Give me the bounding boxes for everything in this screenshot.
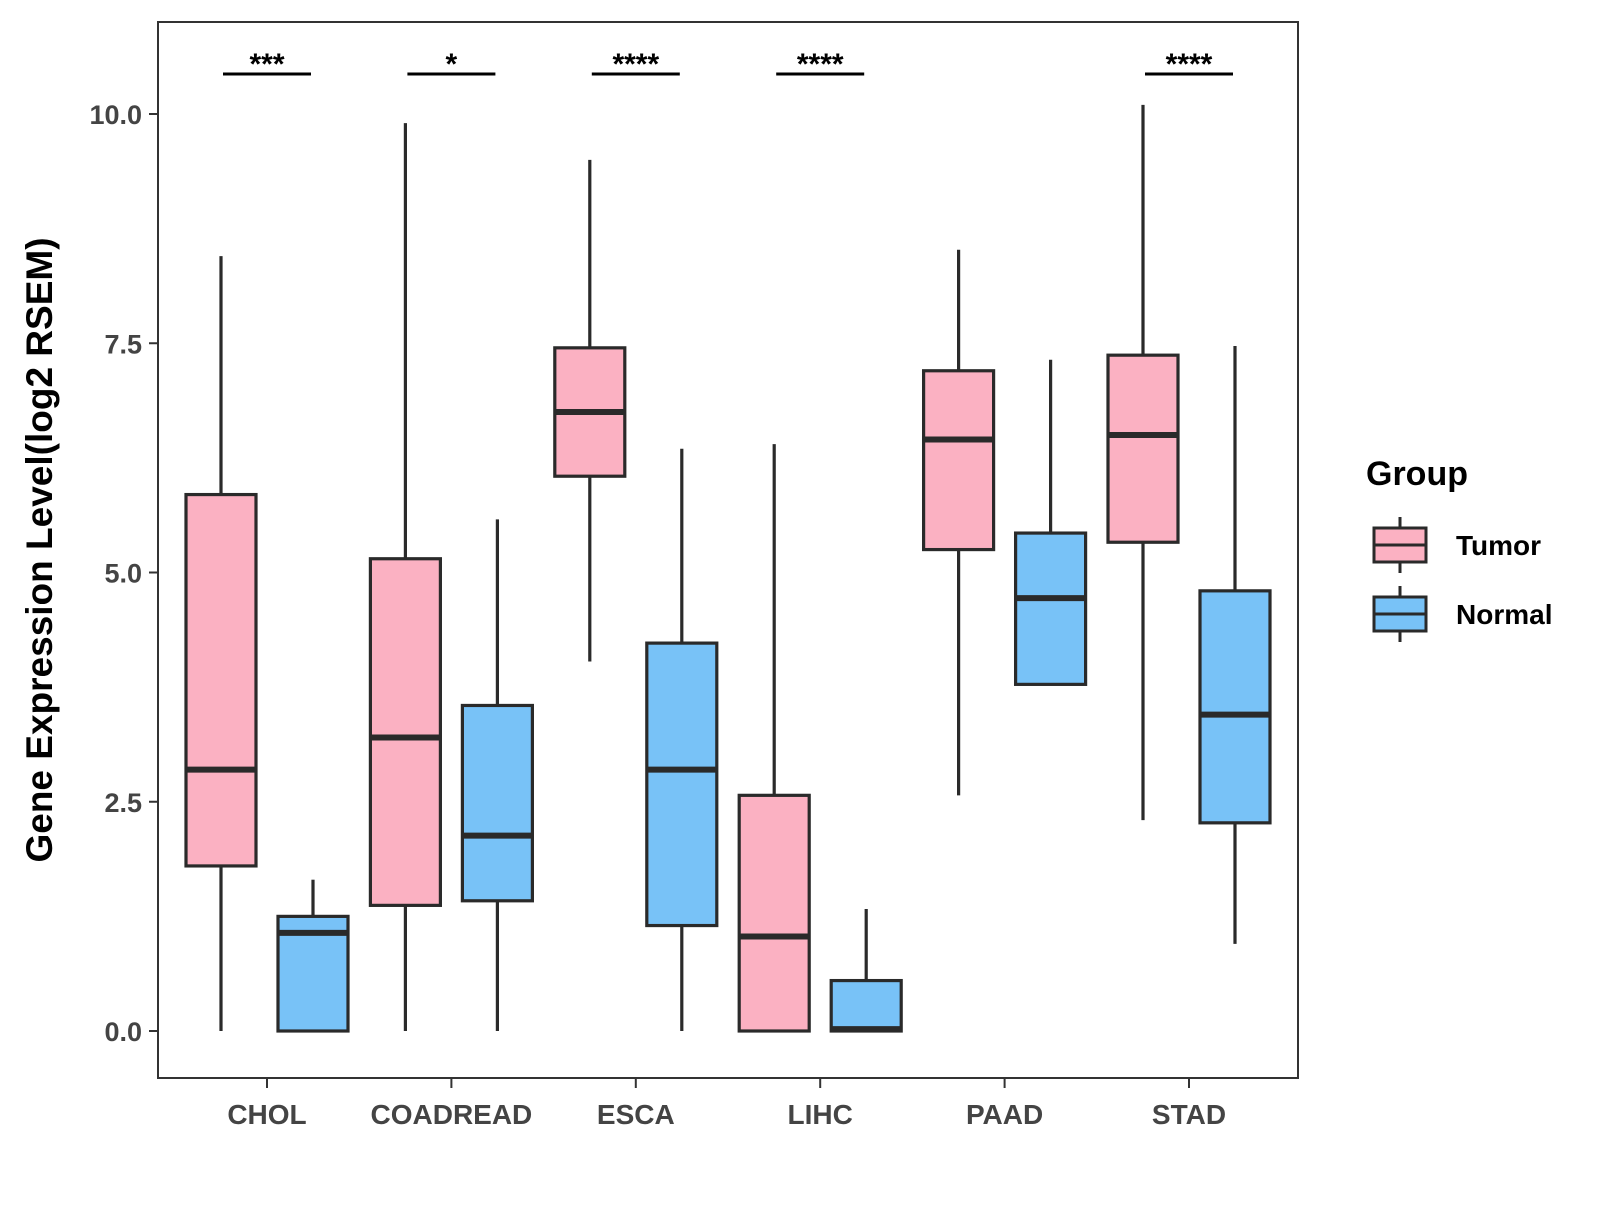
box-tumor-paad [921,249,996,796]
box-iqr [1106,353,1180,544]
box-normal-stad [1198,346,1272,944]
box-iqr [829,978,903,1033]
box-iqr [737,793,811,1033]
legend-key-normal [1372,586,1428,642]
box-normal-coadread [460,519,534,1031]
x-tick-label: PAAD [966,1099,1043,1130]
box-iqr [460,703,534,903]
box-normal-lihc [829,909,903,1033]
legend: Group Tumor Normal [1366,455,1552,642]
box-tumor-esca [553,159,627,662]
box-normal-paad [1013,359,1088,686]
y-axis-title: Gene Expression Level(log2 RSEM) [19,237,60,862]
y-tick-label: 2.5 [104,788,142,818]
box-iqr [184,492,258,868]
box-normal-chol [276,879,350,1033]
box-tumor-stad [1106,104,1180,821]
box-series [184,104,1272,1033]
significance-label: * [446,48,458,81]
x-tick-label: STAD [1152,1099,1226,1130]
plot-panel [157,21,1299,1079]
y-tick-label: 10.0 [89,100,142,130]
box-iqr [921,369,996,552]
y-tick-label: 5.0 [104,559,142,589]
y-axis: 0.0 2.5 5.0 7.5 10.0 [89,100,158,1047]
significance-annotations: *** * **** **** **** [223,48,1233,81]
legend-key-tumor [1372,517,1428,573]
y-tick-label: 7.5 [104,329,142,359]
x-tick-label: ESCA [597,1099,675,1130]
box-normal-esca [645,448,719,1031]
legend-label-tumor: Tumor [1456,530,1541,561]
box-tumor-coadread [368,123,442,1031]
box-iqr [368,557,442,907]
y-tick-label: 0.0 [104,1017,142,1047]
x-tick-label: COADREAD [371,1099,533,1130]
x-axis: CHOL COADREAD ESCA LIHC PAAD STAD [227,1078,1226,1130]
significance-label: **** [797,48,844,81]
significance-label: **** [612,48,659,81]
box-tumor-chol [184,256,258,1031]
significance-label: *** [249,48,284,81]
legend-title: Group [1366,455,1468,493]
box-iqr [645,641,719,928]
box-tumor-lihc [737,444,811,1033]
x-tick-label: LIHC [788,1099,853,1130]
box-iqr [1198,589,1272,825]
legend-label-normal: Normal [1456,599,1552,630]
significance-label: **** [1166,48,1213,81]
x-tick-label: CHOL [227,1099,306,1130]
box-iqr [1013,531,1088,686]
